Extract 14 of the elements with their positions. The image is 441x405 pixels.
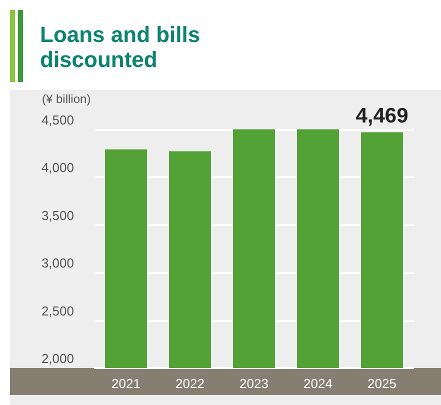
y-tick-label: 4,000 [41,160,74,176]
data-label: 4,469 [356,104,408,128]
x-tick-label: 2025 [368,376,396,391]
y-tick-label: 4,500 [41,112,74,128]
y-tick-label: 2,000 [41,351,74,366]
x-tick-label: 2021 [112,376,140,391]
x-tick-label: 2022 [176,376,204,391]
y-axis-title: (¥ billion) [42,92,91,106]
y-tick-label: 3,000 [41,256,74,271]
y-tick-label: 2,500 [41,303,74,318]
chart-title: Loans and bills discounted [40,22,202,72]
x-tick-label: 2023 [240,376,268,391]
x-tick-label: 2024 [304,376,332,391]
y-tick-label: 3,500 [41,208,74,223]
